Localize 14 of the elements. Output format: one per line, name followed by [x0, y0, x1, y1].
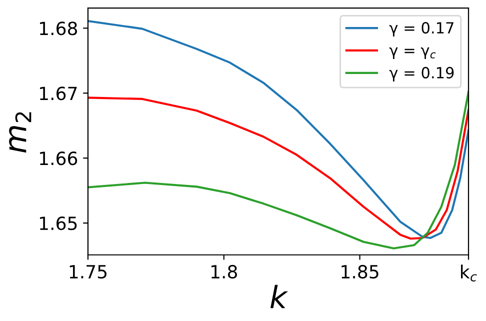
y-tick-label: 1.65	[40, 216, 77, 230]
legend-label: γ = 0.19	[389, 66, 454, 82]
y-tick-label: 1.66	[40, 152, 78, 166]
legend-label: γ = γ$_{c}$	[389, 47, 436, 59]
x-tick-label: 1.8	[212, 264, 237, 279]
x-tick-label: k$_{c}$	[461, 264, 477, 282]
x-axis-title: k	[270, 284, 288, 308]
y-axis-title: m$_{2}$	[9, 112, 32, 153]
line-series	[88, 20, 469, 240]
y-tick-label: 1.67	[40, 86, 77, 100]
legend-label: γ = 0.17	[389, 22, 454, 37]
x-tick-label: 1.75	[70, 265, 106, 279]
x-tick-label: 1.85	[342, 264, 378, 279]
y-tick-label: 1.68	[40, 22, 78, 36]
